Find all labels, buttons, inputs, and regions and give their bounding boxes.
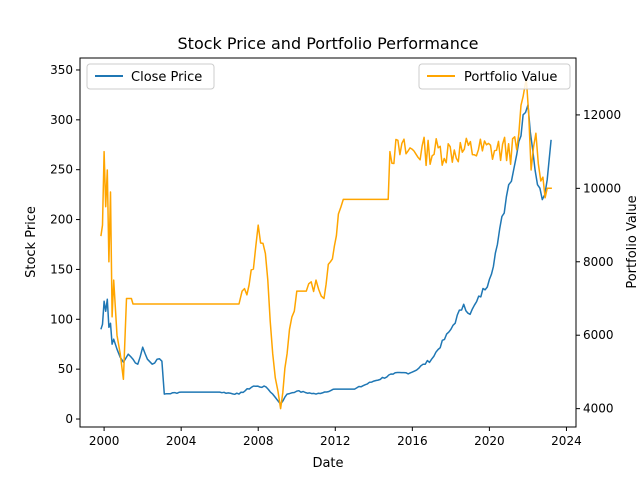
- y2-tick-label: 12000: [583, 108, 621, 122]
- legend-close-label: Close Price: [131, 70, 202, 85]
- x-tick-label: 2012: [320, 434, 351, 448]
- legend-close-frame: [86, 63, 215, 90]
- close-price-series: [100, 104, 552, 405]
- y-tick-label: 350: [50, 63, 73, 77]
- x-tick-label: 2008: [243, 434, 274, 448]
- y-tick-label: 0: [65, 412, 73, 426]
- x-tick-label: 2000: [89, 434, 120, 448]
- x-tick-label: 2024: [551, 434, 582, 448]
- y-tick-label: 300: [50, 113, 73, 127]
- x-tick-label: 2020: [474, 434, 505, 448]
- legend-close-price: Close Price: [86, 63, 215, 90]
- legend-portfolio-frame: [418, 63, 571, 90]
- x-tick-label: 2016: [397, 434, 428, 448]
- y-tick-label: 100: [50, 312, 73, 326]
- y2-tick-label: 4000: [583, 402, 614, 416]
- x-axis: 2000 2004 2008 2012 2016 2020 2024: [89, 427, 582, 448]
- y-axis-label: Stock Price: [24, 206, 39, 278]
- x-axis-label: Date: [312, 456, 343, 471]
- legend-portfolio-label: Portfolio Value: [464, 70, 557, 85]
- right-y-axis: 4000 6000 8000 10000 12000: [576, 108, 621, 416]
- chart-title: Stock Price and Portfolio Performance: [178, 34, 479, 53]
- y2-tick-label: 10000: [583, 181, 621, 195]
- close-price-line: [100, 104, 552, 405]
- y2-axis-label: Portfolio Value: [625, 195, 640, 288]
- y-tick-label: 250: [50, 163, 73, 177]
- plot-area: [79, 57, 577, 428]
- portfolio-value-line: [100, 77, 552, 410]
- portfolio-value-series: [100, 77, 552, 410]
- x-tick-label: 2004: [166, 434, 197, 448]
- y-tick-label: 50: [58, 362, 73, 376]
- y-tick-label: 150: [50, 262, 73, 276]
- legend-portfolio-value: Portfolio Value: [418, 63, 571, 90]
- axes-frame: [79, 57, 577, 428]
- y2-tick-label: 8000: [583, 255, 614, 269]
- y-tick-label: 200: [50, 213, 73, 227]
- left-y-axis: 0 50 100 150 200 250 300 350: [50, 63, 80, 426]
- y2-tick-label: 6000: [583, 328, 614, 342]
